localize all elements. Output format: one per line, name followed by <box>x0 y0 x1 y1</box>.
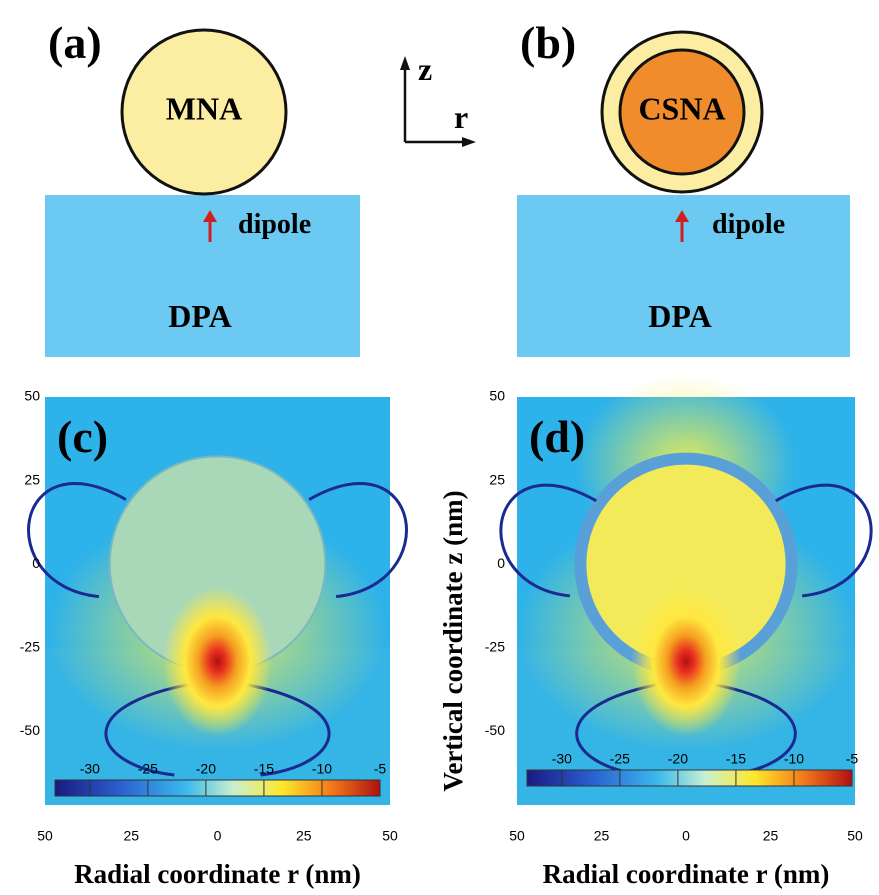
x-tick-label: 50 <box>509 828 525 844</box>
colorbar-tick-label: -20 <box>196 761 216 777</box>
field-map: (c) -30 -25 -20 -15 -10 -5 <box>29 397 407 805</box>
colorbar-tick-label: -20 <box>668 751 688 767</box>
x-tick-label: 25 <box>123 828 139 844</box>
colorbar-tick-label: -15 <box>254 761 274 777</box>
colorbar <box>527 770 852 786</box>
panel-label: (a) <box>48 17 102 68</box>
particle-label: MNA <box>166 90 242 126</box>
colorbar-tick-label: -30 <box>80 761 100 777</box>
field-map: (d) -30 -25 -20 -15 -10 -5 <box>501 374 871 805</box>
colorbar-tick-label: -15 <box>726 751 746 767</box>
panel-label: (d) <box>529 411 585 462</box>
panel-label: (c) <box>57 411 108 462</box>
axis-z-label: z <box>418 51 432 87</box>
hotspot <box>163 586 273 736</box>
y-tick-label: -50 <box>485 722 505 738</box>
y-axis-label: Vertical coordinate z (nm) <box>438 490 468 791</box>
particle-label: CSNA <box>638 90 725 126</box>
arrowhead <box>400 56 410 70</box>
y-tick-label: 0 <box>497 555 505 571</box>
y-tick-label: -25 <box>485 639 505 655</box>
dipole-label: dipole <box>238 209 311 240</box>
dipole-label: dipole <box>712 209 785 240</box>
colorbar-tick-label: -25 <box>610 751 630 767</box>
colorbar-tick-label: -5 <box>846 751 859 767</box>
substrate-label: DPA <box>648 298 711 334</box>
figure: (a) MNA dipole DPA z r (b) CSNA dipole D… <box>0 0 879 895</box>
x-axis-label: Radial coordinate r (nm) <box>543 859 830 889</box>
x-tick-label: 25 <box>594 828 610 844</box>
colorbar <box>55 780 380 796</box>
x-tick-label: 0 <box>214 828 222 844</box>
colorbar-tick-label: -5 <box>374 761 387 777</box>
x-tick-label: 25 <box>296 828 312 844</box>
y-tick-label: 50 <box>489 388 505 404</box>
x-tick-label: 50 <box>847 828 863 844</box>
colorbar-tick-label: -25 <box>138 761 158 777</box>
x-tick-label: 50 <box>37 828 53 844</box>
arrowhead <box>462 137 476 147</box>
colorbar-tick-label: -30 <box>552 751 572 767</box>
x-tick-label: 50 <box>382 828 398 844</box>
substrate-label: DPA <box>168 298 231 334</box>
axis-r-label: r <box>454 99 468 135</box>
hotspot <box>631 586 741 736</box>
y-tick-label: -50 <box>20 722 40 738</box>
x-tick-label: 25 <box>763 828 779 844</box>
y-tick-label: 50 <box>24 388 40 404</box>
colorbar-tick-label: -10 <box>784 751 804 767</box>
panel-label: (b) <box>520 17 576 68</box>
x-tick-label: 0 <box>682 828 690 844</box>
y-tick-label: 0 <box>32 555 40 571</box>
x-axis-label: Radial coordinate r (nm) <box>74 859 361 889</box>
colorbar-tick-label: -10 <box>312 761 332 777</box>
y-tick-label: 25 <box>489 471 505 487</box>
y-tick-label: 25 <box>24 471 40 487</box>
y-tick-label: -25 <box>20 639 40 655</box>
